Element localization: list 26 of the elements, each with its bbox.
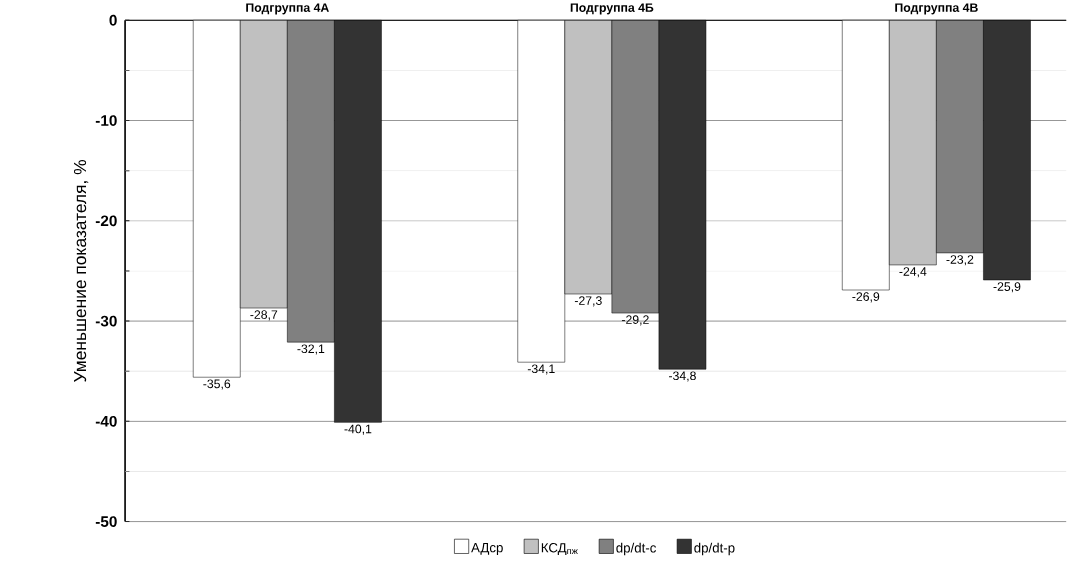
data-label: -29,2 [621,315,649,326]
data-label: -34,8 [669,371,696,382]
data-label: -34,1 [527,364,555,375]
data-label: -26,9 [852,292,880,303]
data-label: -40,1 [344,424,372,435]
x-tick-label: Подгруппа 4А [246,3,329,15]
y-tick-label: -30 [95,315,117,327]
x-tick-label: Подгруппа 4Б [570,3,654,15]
legend-label: КСД$_{пж}$ [541,543,578,555]
y-tick-label: -10 [95,115,117,127]
y-tick-label: 0 [109,14,117,26]
y-axis-title: Уменьшение показателя, % [73,160,89,383]
y-tick-label: -40 [95,416,117,427]
legend-label: dp/dt-c [616,542,657,556]
data-label: -27,3 [574,296,602,307]
y-tick-label: -20 [95,215,117,227]
data-label: -23,2 [946,255,974,266]
data-label: -24,4 [899,267,927,278]
data-label: -28,7 [250,310,278,321]
data-label: -25,9 [993,282,1021,293]
legend-label: dp/dt-p [694,542,735,556]
x-tick-label: Подгруппа 4В [895,3,978,15]
legend-label: АДср [471,543,503,556]
y-tick-label: -50 [95,516,117,528]
data-label: -32,1 [297,344,325,355]
data-label: -35,6 [203,379,231,390]
